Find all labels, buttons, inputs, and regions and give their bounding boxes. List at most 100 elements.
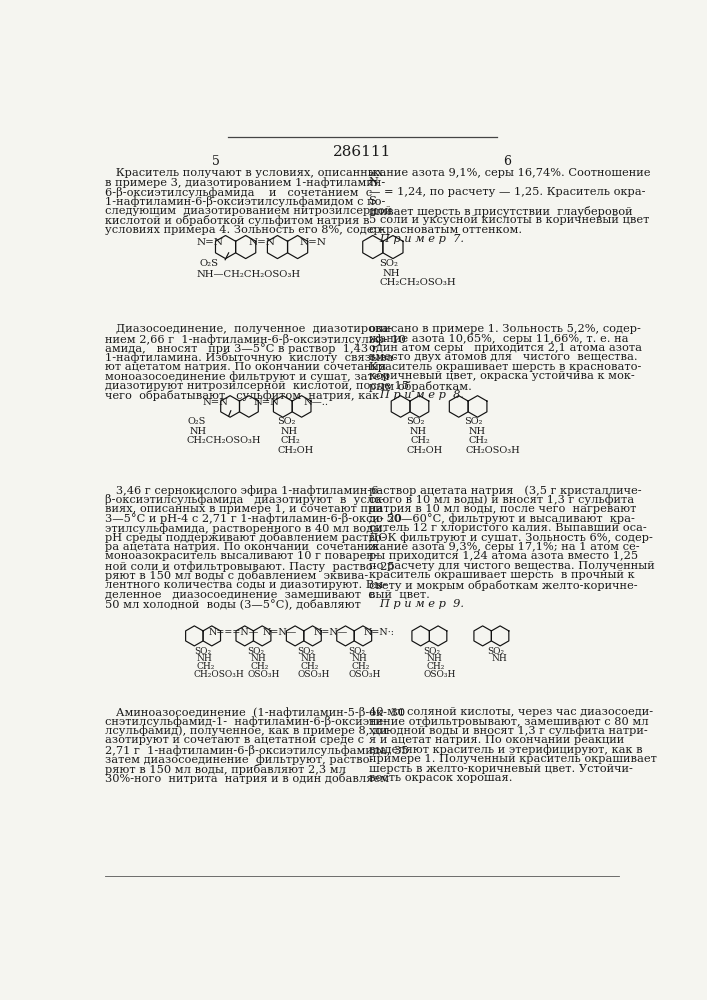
Text: SO₂: SO₂ — [247, 647, 264, 656]
Text: ры приходится 1,24 атома азота вместо 1,25: ры приходится 1,24 атома азота вместо 1,… — [369, 551, 638, 561]
Text: вый  цвет.: вый цвет. — [369, 589, 430, 599]
Text: рН среды поддерживают добавлением раство-: рН среды поддерживают добавлением раство… — [105, 532, 386, 543]
Text: NH: NH — [300, 654, 317, 663]
Text: жание азота 10,65%,  серы 11,66%, т. е. на: жание азота 10,65%, серы 11,66%, т. е. н… — [369, 334, 629, 344]
Text: 286111: 286111 — [333, 145, 391, 159]
Text: N=N: N=N — [249, 238, 276, 247]
Text: Диазосоединение,  полученное  диазотирова-: Диазосоединение, полученное диазотирова- — [105, 324, 392, 334]
Text: чего  обрабатывают   сульфитом  натрия, как: чего обрабатывают сульфитом натрия, как — [105, 390, 380, 401]
Text: SO₂: SO₂ — [406, 417, 424, 426]
Text: Аминоазосоединение  (1-нафтиламин-5-β-ок- 30: Аминоазосоединение (1-нафтиламин-5-β-ок-… — [105, 707, 406, 718]
Text: условиях примера 4. Зольность его 8%, содер-: условиях примера 4. Зольность его 8%, со… — [105, 225, 385, 235]
Text: ситель 12 г хлористого калия. Выпавший оса-: ситель 12 г хлористого калия. Выпавший о… — [369, 523, 647, 533]
Text: моноазокраситель высаливают 10 г поварен-: моноазокраситель высаливают 10 г поварен… — [105, 551, 378, 561]
Text: свету и мокрым обработкам желто-коричне-: свету и мокрым обработкам желто-коричне- — [369, 580, 638, 591]
Text: шивает шерсть в присутствии  глауберовой: шивает шерсть в присутствии глауберовой — [369, 206, 633, 217]
Text: 5: 5 — [212, 155, 220, 168]
Text: затем диазосоединение  фильтруют, раство-: затем диазосоединение фильтруют, раство- — [105, 754, 374, 765]
Text: рым обработкам.: рым обработкам. — [369, 381, 472, 392]
Text: S: S — [369, 196, 377, 206]
Text: CH₂: CH₂ — [426, 662, 445, 671]
Text: CH₂: CH₂ — [468, 436, 488, 445]
Text: N: N — [369, 177, 379, 187]
Text: амида,   вносят   при 3—5°С в раствор  1,43 г: амида, вносят при 3—5°С в раствор 1,43 г — [105, 343, 378, 354]
Text: N=N: N=N — [202, 398, 228, 407]
Text: виях, описанных в примере 1, и сочетают при: виях, описанных в примере 1, и сочетают … — [105, 504, 383, 514]
Text: выделяют краситель и этерифицируют, как в: выделяют краситель и этерифицируют, как … — [369, 745, 643, 755]
Text: 1-нафтиламин-6-β-оксиэтилсульфамидом с по-: 1-нафтиламин-6-β-оксиэтилсульфамидом с п… — [105, 196, 386, 207]
Text: CH₂CH₂OSO₃H: CH₂CH₂OSO₃H — [379, 278, 455, 287]
Text: 6: 6 — [503, 155, 511, 168]
Text: NH: NH — [189, 427, 206, 436]
Text: примере 1. Полученный краситель окрашивает: примере 1. Полученный краситель окрашива… — [369, 754, 657, 764]
Text: моноазосоединение фильтруют и сушат, затем: моноазосоединение фильтруют и сушат, зат… — [105, 371, 390, 382]
Text: CH₂: CH₂ — [351, 662, 370, 671]
Text: NH: NH — [468, 427, 485, 436]
Text: краситель окрашивает шерсть  в прочный к: краситель окрашивает шерсть в прочный к — [369, 570, 635, 580]
Text: ной соли и отфильтровывают. Пасту  раство- 25: ной соли и отфильтровывают. Пасту раство… — [105, 561, 395, 572]
Text: N=N—: N=N— — [313, 628, 347, 637]
Text: NH—CH₂CH₂OSO₃H: NH—CH₂CH₂OSO₃H — [197, 270, 301, 279]
Text: азотируют и сочетают в ацетатной среде с: азотируют и сочетают в ацетатной среде с — [105, 735, 364, 745]
Text: OSO₃H: OSO₃H — [298, 670, 330, 679]
Text: NH: NH — [410, 427, 427, 436]
Text: лентного количества соды и диазотируют. Вы-: лентного количества соды и диазотируют. … — [105, 580, 387, 590]
Text: вость окрасок хорошая.: вость окрасок хорошая. — [369, 773, 513, 783]
Text: я и ацетат натрия. По окончании реакции: я и ацетат натрия. По окончании реакции — [369, 735, 624, 745]
Text: ряют в 150 мл воды с добавлением  эквива-: ряют в 150 мл воды с добавлением эквива- — [105, 570, 368, 581]
Text: ра ацетата натрия. По окончании  сочетания: ра ацетата натрия. По окончании сочетани… — [105, 542, 380, 552]
Text: CH₂OSO₃H: CH₂OSO₃H — [194, 670, 245, 679]
Text: 1-нафтиламина. Избыточную  кислоту  связыва-: 1-нафтиламина. Избыточную кислоту связыв… — [105, 352, 397, 363]
Text: жание азота 9,3%, серы 17,1%; на 1 атом се-: жание азота 9,3%, серы 17,1%; на 1 атом … — [369, 542, 640, 552]
Text: 30%-ного  нитрита  натрия и в один добавляем: 30%-ного нитрита натрия и в один добавля… — [105, 773, 390, 784]
Text: жание азота 9,1%, серы 16,74%. Соотношение: жание азота 9,1%, серы 16,74%. Соотношен… — [369, 168, 650, 178]
Text: ского в 10 мл воды) и вносят 1,3 г сульфита: ского в 10 мл воды) и вносят 1,3 г сульф… — [369, 494, 634, 505]
Text: CH₂: CH₂ — [300, 662, 319, 671]
Text: OSO₃H: OSO₃H — [423, 670, 455, 679]
Text: SO₂: SO₂ — [276, 417, 295, 426]
Text: O₂S: O₂S — [199, 259, 218, 268]
Text: CH₂: CH₂ — [250, 662, 269, 671]
Text: ют ацетатом натрия. По окончании сочетания: ют ацетатом натрия. По окончании сочетан… — [105, 362, 387, 372]
Text: SO₂: SO₂ — [298, 647, 315, 656]
Text: ДОК фильтруют и сушат. Зольность 6%, содер-: ДОК фильтруют и сушат. Зольность 6%, сод… — [369, 532, 653, 543]
Text: OSO₃H: OSO₃H — [348, 670, 380, 679]
Text: β-оксиэтилсульфамида   диазотируют  в  усло-: β-оксиэтилсульфамида диазотируют в усло- — [105, 494, 385, 505]
Text: CH₂: CH₂ — [410, 436, 430, 445]
Text: SO₂: SO₂ — [194, 647, 211, 656]
Text: 2,71 г  1-нафтиламин-6-β-оксиэтилсульфамида, 35: 2,71 г 1-нафтиламин-6-β-оксиэтилсульфами… — [105, 745, 409, 756]
Text: NH: NH — [351, 654, 367, 663]
Text: OSO₃H: OSO₃H — [247, 670, 280, 679]
Text: CH₂: CH₂ — [197, 662, 215, 671]
Text: П р и м е р  7.: П р и м е р 7. — [369, 234, 464, 244]
Text: Краситель окрашивает шерсть в красновато-: Краситель окрашивает шерсть в красновато… — [369, 362, 641, 372]
Text: N===N—: N===N— — [209, 628, 259, 637]
Text: этилсульфамида, растворенного в 40 мл воды.: этилсульфамида, растворенного в 40 мл во… — [105, 523, 387, 534]
Text: NH: NH — [426, 654, 442, 663]
Text: в примере 3, диазотированием 1-нафтиламин-: в примере 3, диазотированием 1-нафтилами… — [105, 177, 386, 188]
Text: до 50—60°С, фильтруют и высаливают  кра-: до 50—60°С, фильтруют и высаливают кра- — [369, 513, 635, 524]
Text: — = 1,24, по расчету — 1,25. Краситель окра-: — = 1,24, по расчету — 1,25. Краситель о… — [369, 187, 645, 197]
Text: следующим  диазотированием нитрозилсерной: следующим диазотированием нитрозилсерной — [105, 206, 392, 216]
Text: NH: NH — [250, 654, 266, 663]
Text: N=N·:: N=N·: — [363, 628, 395, 637]
Text: Краситель получают в условиях, описанных: Краситель получают в условиях, описанных — [105, 168, 384, 178]
Text: SO₂: SO₂ — [348, 647, 365, 656]
Text: снэтилсульфамид-1-  нафтиламин-6-β-оксиэти-: снэтилсульфамид-1- нафтиламин-6-β-оксиэт… — [105, 716, 387, 727]
Text: ряют в 150 мл воды, прибавляют 2,3 мл: ряют в 150 мл воды, прибавляют 2,3 мл — [105, 764, 346, 775]
Text: натрия в 10 мл воды, после чего  нагревают: натрия в 10 мл воды, после чего нагреваю… — [369, 504, 636, 514]
Text: коричневый цвет, окраска устойчива к мок-: коричневый цвет, окраска устойчива к мок… — [369, 371, 635, 381]
Text: SO₂: SO₂ — [423, 647, 440, 656]
Text: SO₂: SO₂ — [464, 417, 483, 426]
Text: нение отфильтровывают, замешивают с 80 мл: нение отфильтровывают, замешивают с 80 м… — [369, 716, 648, 727]
Text: N=N: N=N — [300, 238, 327, 247]
Text: CH₂OSO₃H: CH₂OSO₃H — [465, 446, 520, 455]
Text: NH: NH — [281, 427, 298, 436]
Text: O₂S: O₂S — [187, 417, 206, 426]
Text: с красноватым оттенком.: с красноватым оттенком. — [369, 225, 522, 235]
Text: лсульфамид), полученное, как в примере 8, ди-: лсульфамид), полученное, как в примере 8… — [105, 726, 392, 736]
Text: деленное   диазосоединение  замешивают  с: деленное диазосоединение замешивают с — [105, 589, 375, 599]
Text: один атом серы   приходится 2,1 атома азота: один атом серы приходится 2,1 атома азот… — [369, 343, 642, 353]
Text: нием 2,66 г  1-нафтиламин-6-β-оксиэтилсульф- 10: нием 2,66 г 1-нафтиламин-6-β-оксиэтилсул… — [105, 334, 407, 345]
Text: N—..: N—.. — [304, 398, 329, 407]
